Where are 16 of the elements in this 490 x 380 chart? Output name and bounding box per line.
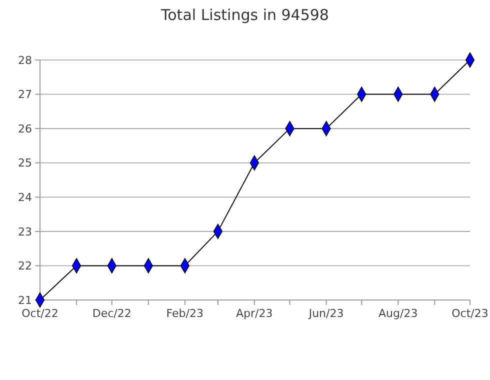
x-tick-label: Oct/22 bbox=[22, 307, 58, 320]
y-tick-label: 24 bbox=[18, 190, 32, 204]
y-tick-label: 27 bbox=[18, 88, 32, 102]
y-tick-label: 25 bbox=[18, 156, 32, 170]
y-tick-label: 21 bbox=[18, 294, 32, 307]
x-tick-label: Dec/22 bbox=[92, 307, 132, 320]
y-tick-label: 23 bbox=[18, 225, 32, 238]
x-tick-label: Oct/23 bbox=[452, 307, 488, 320]
x-tick-label: Feb/23 bbox=[166, 307, 204, 320]
y-tick-label: 26 bbox=[18, 122, 32, 136]
x-tick-label: Aug/23 bbox=[378, 307, 418, 320]
x-tick-label: Jun/23 bbox=[308, 307, 344, 320]
chart-title: Total Listings in 94598 bbox=[160, 6, 329, 24]
y-tick-label: 22 bbox=[18, 260, 32, 273]
x-tick-label: Apr/23 bbox=[236, 307, 273, 320]
y-tick-label: 28 bbox=[18, 54, 32, 67]
